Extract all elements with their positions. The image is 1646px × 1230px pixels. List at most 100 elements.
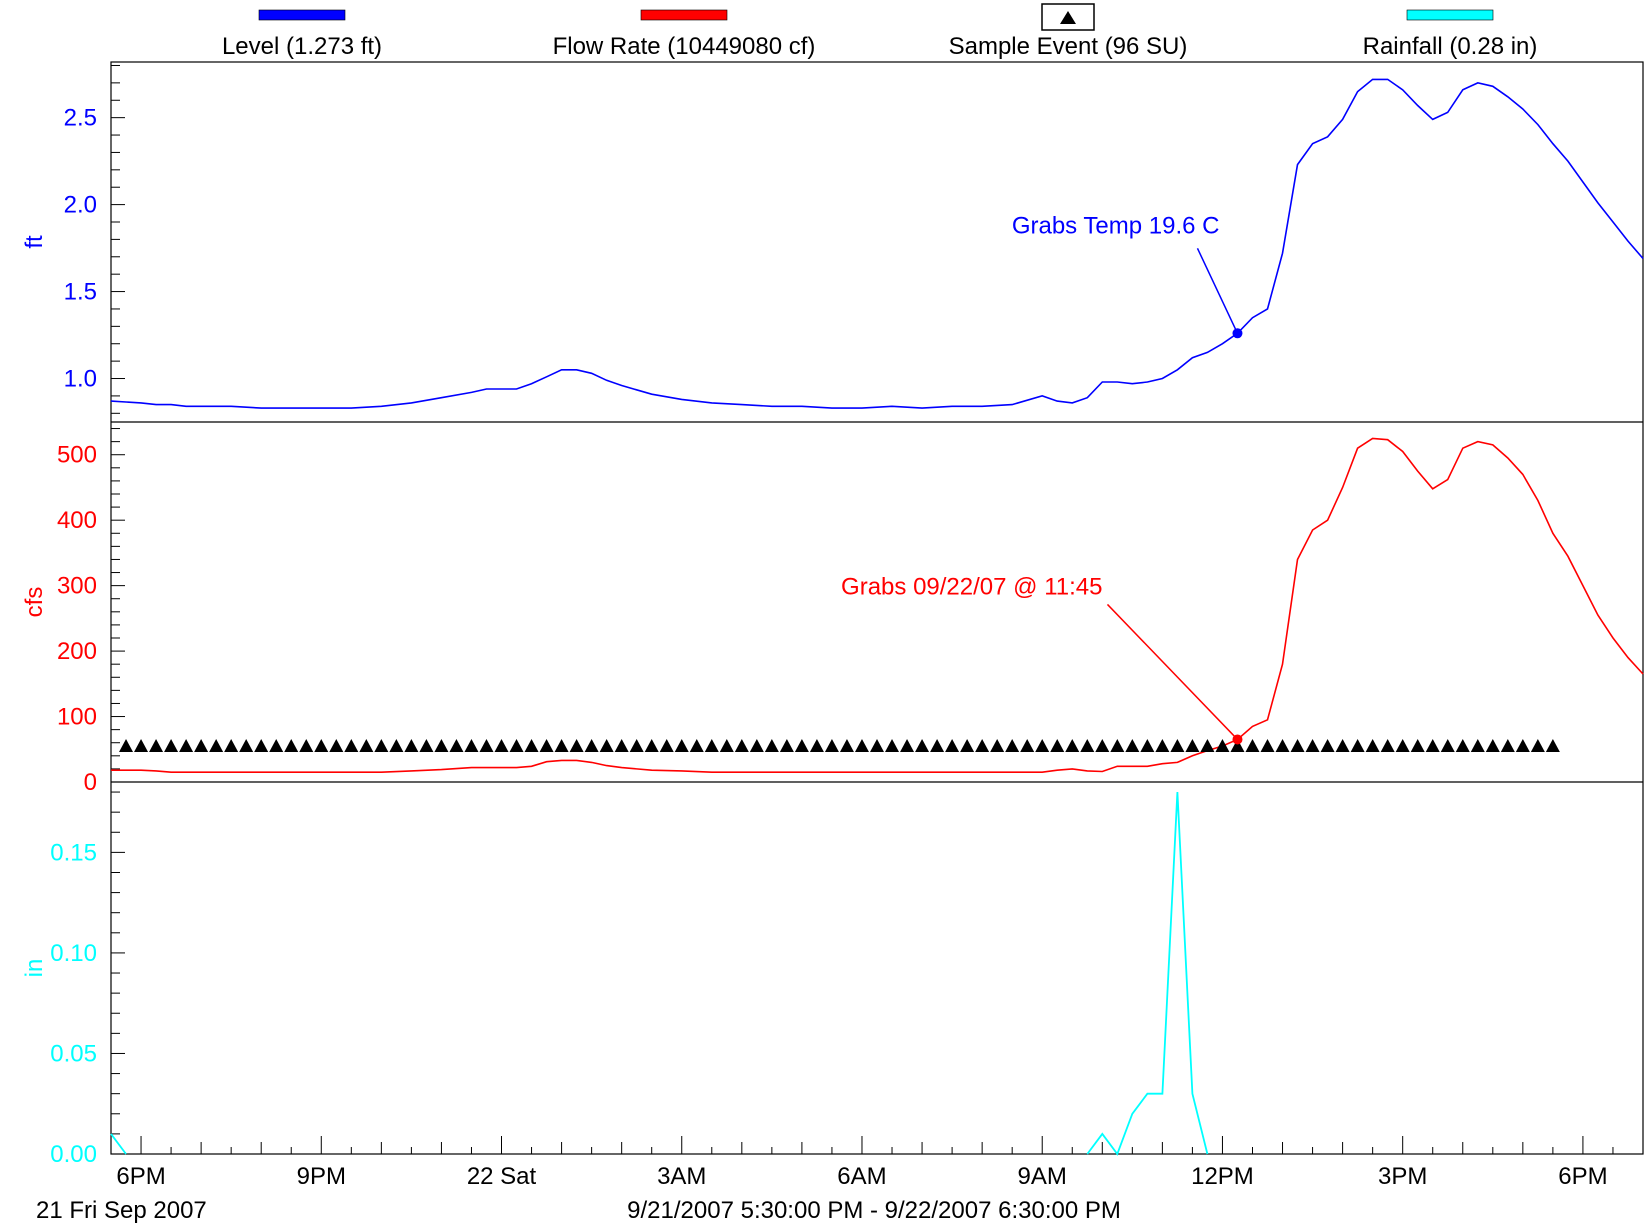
x-tick-label: 9AM [1018, 1163, 1067, 1190]
annotation-leader [1106, 603, 1239, 740]
x-tick-label: 9PM [297, 1163, 346, 1190]
sample-event-marker [1365, 739, 1380, 752]
sample-event-marker [839, 739, 854, 752]
sample-event-marker [1290, 739, 1305, 752]
sample-event-marker [930, 739, 945, 752]
y-tick-label: 500 [57, 442, 97, 469]
sample-event-marker [824, 739, 839, 752]
sample-event-marker [915, 739, 930, 752]
x-tick-label: 6PM [1558, 1163, 1607, 1190]
sample-event-marker [1500, 739, 1515, 752]
sample-event-marker [539, 739, 554, 752]
y-axis-label: cfs [21, 587, 48, 618]
sample-event-marker [314, 739, 329, 752]
sample-event-marker [374, 739, 389, 752]
y-tick-label: 0 [84, 769, 97, 796]
y-axis-label: ft [21, 235, 48, 249]
sample-event-marker [900, 739, 915, 752]
sample-event-marker [239, 739, 254, 752]
legend-label: Rainfall (0.28 in) [1363, 33, 1538, 60]
y-tick-label: 1.0 [64, 366, 97, 393]
y-tick-label: 0.10 [50, 940, 97, 967]
annotation-point [1232, 734, 1243, 745]
sample-event-marker [1140, 739, 1155, 752]
sample-event-marker [1005, 739, 1020, 752]
sample-event-marker [419, 739, 434, 752]
sample-event-marker [1215, 739, 1230, 752]
plot-frame [110, 61, 1644, 1155]
sample-event-marker [794, 739, 809, 752]
plot-area: 1.0 1.5 2.0 2.5 ft Grabs Temp 19.6 C 0 100 200 30… [21, 61, 1644, 1190]
y-axis-label: in [21, 959, 48, 978]
legend: Level (1.273 ft) Flow Rate (10449080 cf) S… [222, 3, 1538, 60]
sample-event-marker [284, 739, 299, 752]
legend-swatch-box [1041, 3, 1095, 31]
legend-triangle-icon [1060, 11, 1076, 24]
annotation-label: Grabs Temp 19.6 C [1012, 212, 1220, 239]
sample-event-marker [854, 739, 869, 752]
sample-event-marker [1545, 739, 1560, 752]
y-tick-label: 2.5 [64, 105, 97, 132]
sample-event-marker [1035, 739, 1050, 752]
y-tick-label: 400 [57, 507, 97, 534]
sample-event-marker [1260, 739, 1275, 752]
y-tick-label: 200 [57, 638, 97, 665]
legend-label: Level (1.273 ft) [222, 33, 382, 60]
sample-event-marker [870, 739, 884, 752]
sample-event-marker [119, 739, 134, 752]
x-tick-label: 22 Sat [467, 1163, 537, 1190]
sample-event-marker [659, 739, 674, 752]
x-tick-label: 6AM [837, 1163, 886, 1190]
sample-event-marker [1170, 739, 1185, 752]
sample-event-marker [764, 739, 779, 752]
sample-event-marker [779, 739, 794, 752]
x-axis: 6PM 9PM 22 Sat 3AM 6AM 9AM 12PM 3PM 6PM [110, 1136, 1644, 1190]
series-line [110, 78, 1644, 409]
sample-event-marker [1350, 739, 1365, 752]
legend-swatch [1406, 9, 1494, 21]
sample-event-marker [179, 739, 194, 752]
annotation-point [1232, 328, 1243, 339]
sample-event-marker [1515, 739, 1530, 752]
sample-event-marker [1125, 739, 1140, 752]
sample-event-marker [1050, 739, 1065, 752]
sample-event-marker [524, 739, 539, 752]
sample-event-marker [434, 739, 449, 752]
sample-event-marker [689, 739, 704, 752]
sample-event-marker [584, 739, 599, 752]
panel-1: 1.0 1.5 2.0 2.5 ft Grabs Temp 19.6 C [21, 64, 1644, 414]
sample-event-marker [614, 739, 629, 752]
sample-event-marker [1110, 739, 1125, 752]
x-tick-label: 12PM [1191, 1163, 1254, 1190]
sample-event-marker [509, 739, 524, 752]
footer-date-label: 21 Fri Sep 2007 [36, 1197, 207, 1224]
x-tick-label: 3AM [657, 1163, 706, 1190]
y-tick-label: 300 [57, 573, 97, 600]
sample-event-marker [299, 739, 314, 752]
sample-event-marker [885, 739, 900, 752]
sample-event-marker [1275, 739, 1290, 752]
sample-event-marker [1335, 739, 1350, 752]
sample-event-marker [1095, 739, 1110, 752]
sample-event-marker [990, 739, 1005, 752]
sample-event-marker [1020, 739, 1035, 752]
sample-event-marker [1305, 739, 1320, 752]
sample-event-marker [1410, 739, 1425, 752]
sample-event-marker [344, 739, 359, 752]
sample-event-marker [389, 739, 404, 752]
y-tick-label: 100 [57, 704, 97, 731]
sample-event-marker [1230, 739, 1245, 752]
sample-event-marker [554, 739, 569, 752]
y-tick-label: 2.0 [64, 192, 97, 219]
sample-event-marker [809, 739, 824, 752]
sample-event-marker [479, 739, 494, 752]
sample-event-marker [960, 739, 975, 752]
sample-event-marker [149, 739, 164, 752]
sample-event-marker [209, 739, 224, 752]
sample-event-marker [464, 739, 479, 752]
sample-event-marker [1380, 739, 1395, 752]
sample-event-marker [719, 739, 734, 752]
sample-event-marker [1320, 739, 1335, 752]
sample-event-marker [569, 739, 584, 752]
